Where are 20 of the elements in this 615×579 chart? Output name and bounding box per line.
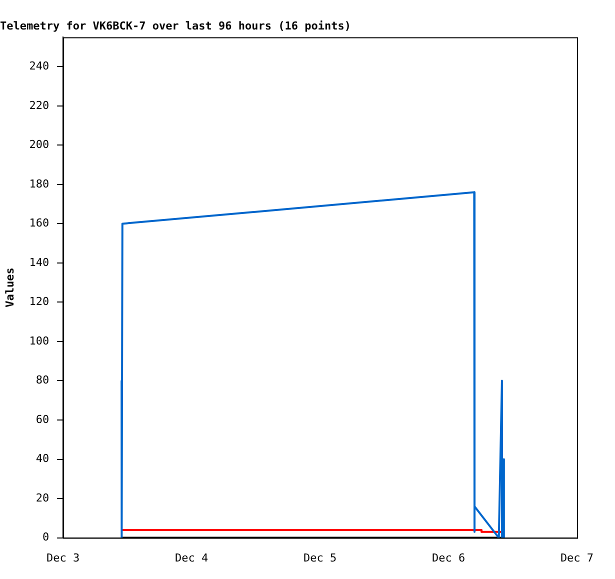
x-tick-label: Dec 6 <box>432 551 466 564</box>
y-tick-label: 200 <box>29 138 50 152</box>
y-tick-label: 240 <box>29 60 50 73</box>
chart-title: Telemetry for VK6BCK-7 over last 96 hours (16 points) <box>0 19 351 32</box>
y-tick-label: 60 <box>36 412 50 426</box>
y-tick-label: 220 <box>29 98 50 112</box>
y-tick-label: 140 <box>29 256 50 269</box>
y-tick-label: 160 <box>29 216 50 230</box>
y-tick-label: 0 <box>42 530 50 544</box>
y-tick-label: 20 <box>36 491 50 504</box>
x-tick-label: Dec 5 <box>303 551 337 564</box>
x-tick-label: Dec 7 <box>560 551 594 564</box>
y-axis-title: Values <box>3 268 16 308</box>
x-tick-label: Dec 4 <box>174 551 208 564</box>
x-tick-label: Dec 3 <box>46 551 80 564</box>
y-tick-label: 40 <box>36 452 50 466</box>
y-tick-label: 180 <box>29 177 50 190</box>
y-tick-label: 80 <box>36 374 50 387</box>
y-tick-label: 120 <box>29 295 50 308</box>
y-tick-label: 100 <box>29 334 50 348</box>
